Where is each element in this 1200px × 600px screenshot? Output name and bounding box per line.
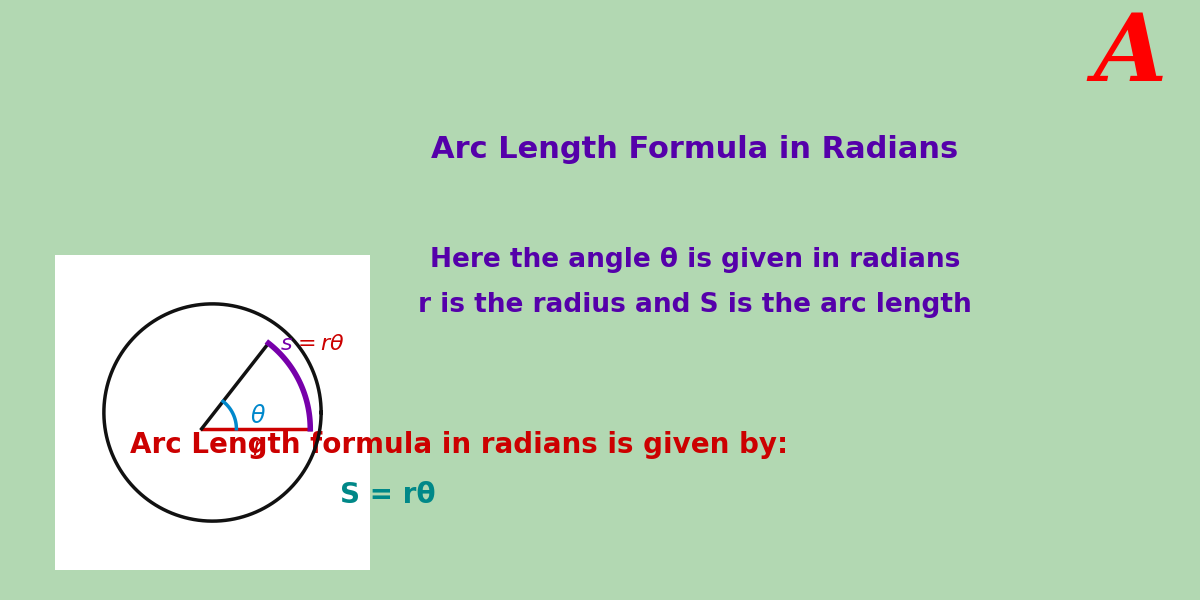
Text: $= r\theta$: $= r\theta$	[293, 334, 344, 354]
Text: Arc Length Formula in Radians: Arc Length Formula in Radians	[431, 136, 959, 164]
Text: Here the angle θ is given in radians: Here the angle θ is given in radians	[430, 247, 960, 273]
Text: $s$: $s$	[280, 334, 293, 354]
Text: $r$: $r$	[252, 436, 264, 460]
Text: S = rθ: S = rθ	[340, 481, 436, 509]
Text: r is the radius and S is the arc length: r is the radius and S is the arc length	[418, 292, 972, 318]
Text: Arc Length formula in radians is given by:: Arc Length formula in radians is given b…	[130, 431, 788, 459]
FancyBboxPatch shape	[55, 255, 370, 570]
Text: $\theta$: $\theta$	[250, 404, 266, 428]
Text: A: A	[1093, 10, 1166, 100]
